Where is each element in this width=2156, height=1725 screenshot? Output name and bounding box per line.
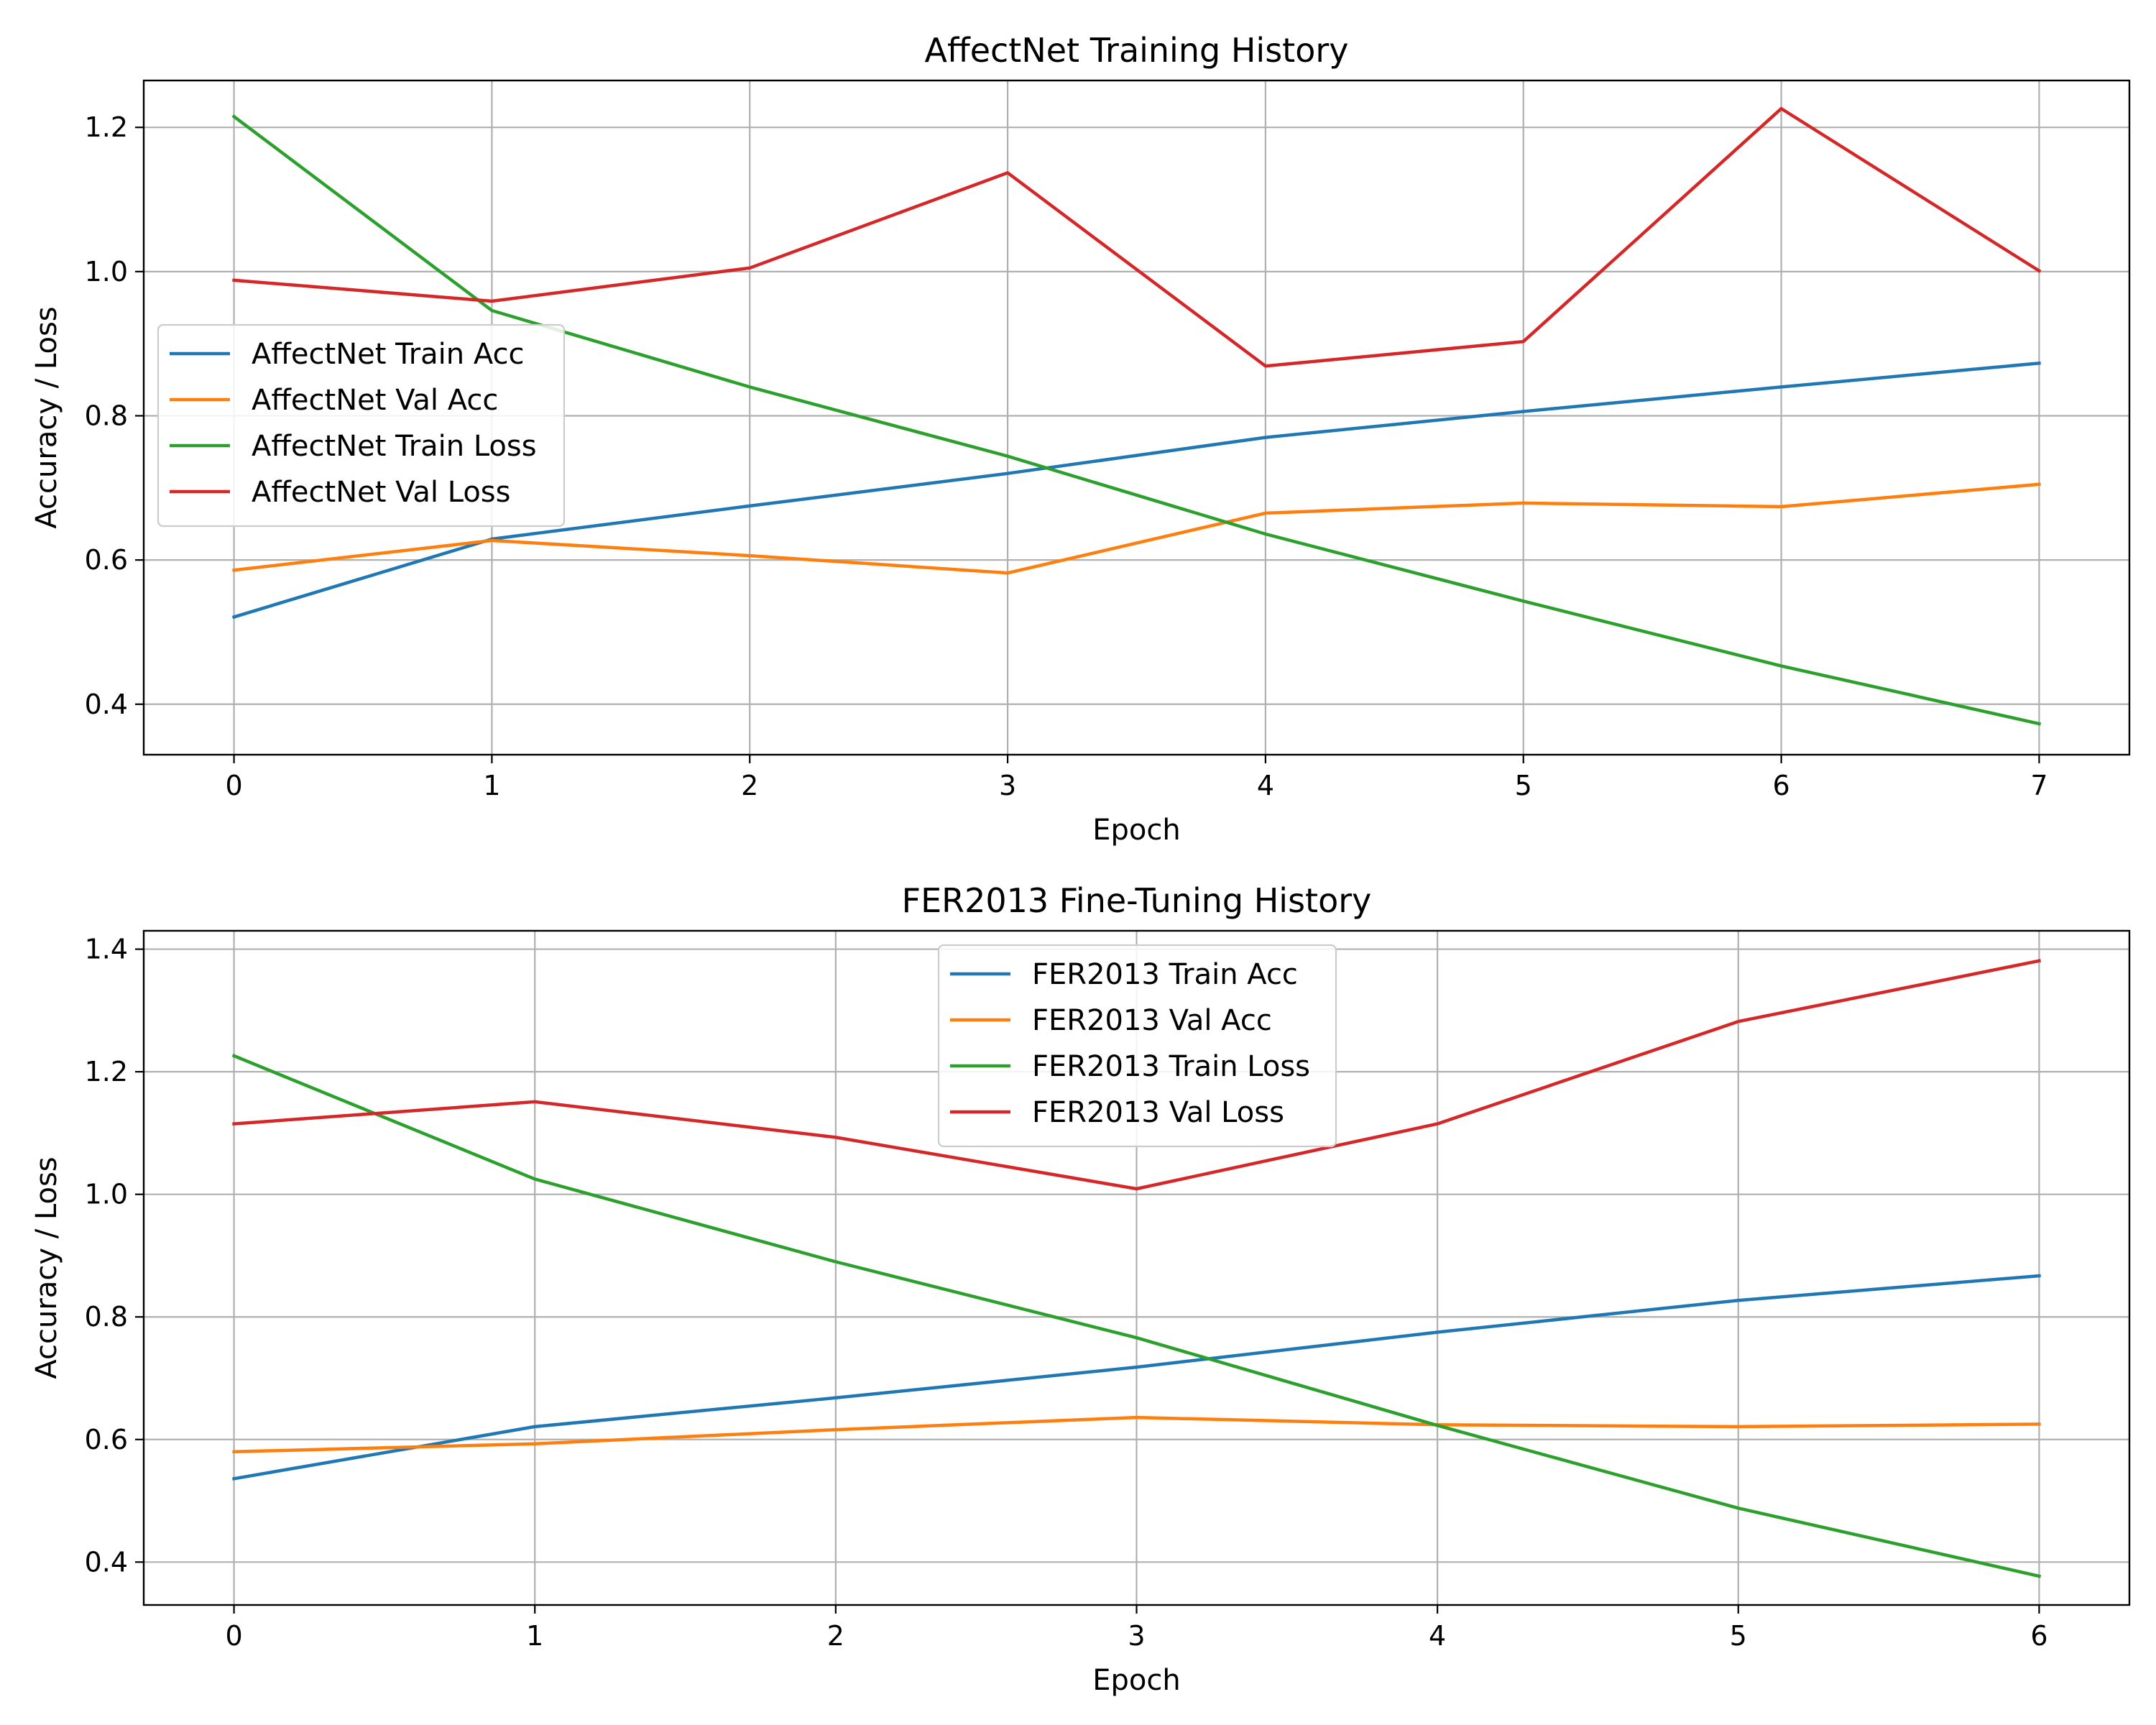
y-tick-label: 0.6 [85, 544, 128, 576]
legend: FER2013 Train Acc FER2013 Val Acc FER2013 … [937, 944, 1337, 1148]
chart-title: AffectNet Training History [925, 31, 1349, 70]
x-tick-label: 1 [526, 1620, 543, 1652]
series-line-2 [231, 114, 2042, 726]
y-tick-label: 1.0 [85, 1179, 128, 1210]
x-tick-label: 0 [225, 770, 242, 801]
y-tick-label: 0.8 [85, 400, 128, 431]
x-tick-label: 5 [1515, 770, 1532, 801]
chart-title: FER2013 Fine-Tuning History [902, 881, 1372, 920]
legend-box [937, 944, 1337, 1148]
grid [144, 931, 2129, 1605]
x-tick-label: 3 [999, 770, 1016, 801]
x-tick-label: 4 [1429, 1620, 1446, 1652]
subplot-0: 0 1 2 3 4 5 6 7 0.4 0.6 0.8 1.0 1.2 AffectNet Trainin… [30, 31, 2131, 847]
y-tick-label: 1.2 [85, 1056, 128, 1087]
legend-label: FER2013 Train Loss [1032, 1050, 1310, 1083]
plot-frame [142, 79, 2131, 756]
legend-label: FER2013 Val Acc [1032, 1004, 1272, 1037]
y-tick-label: 0.4 [85, 689, 128, 720]
y-tick-label: 1.0 [85, 256, 128, 288]
series-line-0 [231, 361, 2041, 620]
legend-label: FER2013 Train Acc [1032, 958, 1298, 991]
legend-label: AffectNet Train Loss [252, 430, 537, 463]
y-tick-label: 0.6 [85, 1424, 128, 1455]
legend-label: AffectNet Val Loss [252, 476, 510, 509]
y-tick-label: 1.4 [85, 934, 128, 965]
x-tick-label: 4 [1257, 770, 1274, 801]
series-line-2 [231, 1054, 2042, 1578]
legend-label: AffectNet Train Acc [252, 338, 524, 371]
series-line-3 [232, 106, 2042, 368]
legend: AffectNet Train Acc AffectNet Val Acc Affe… [157, 323, 566, 528]
y-axis-label: Accuracy / Loss [30, 306, 63, 528]
series-line-1 [232, 482, 2041, 575]
y-tick-label: 0.4 [85, 1546, 128, 1578]
x-axis-label: Epoch [1092, 814, 1180, 847]
subplot-1: 0 1 2 3 4 5 6 0.4 0.6 0.8 1.0 1.2 1.4 FER2013 Fine-Tu… [30, 881, 2131, 1697]
legend-label: AffectNet Val Acc [252, 384, 498, 417]
series-line-3 [232, 959, 2042, 1191]
series-line-0 [231, 1274, 2041, 1481]
y-axis-label: Accuracy / Loss [30, 1156, 63, 1379]
x-tick-label: 7 [2030, 770, 2047, 801]
x-tick-label: 2 [827, 1620, 844, 1652]
series-line-1 [232, 1415, 2041, 1454]
x-tick-label: 3 [1128, 1620, 1145, 1652]
x-tick-label: 5 [1730, 1620, 1747, 1652]
y-tick-label: 0.8 [85, 1301, 128, 1333]
x-axis-label: Epoch [1092, 1664, 1180, 1697]
y-tick-label: 1.2 [85, 111, 128, 143]
x-tick-label: 6 [2030, 1620, 2047, 1652]
legend-box [157, 323, 566, 528]
x-tick-label: 1 [483, 770, 500, 801]
x-tick-label: 2 [741, 770, 758, 801]
legend-label: FER2013 Val Loss [1032, 1096, 1284, 1129]
x-tick-label: 6 [1772, 770, 1789, 801]
x-tick-label: 0 [225, 1620, 242, 1652]
